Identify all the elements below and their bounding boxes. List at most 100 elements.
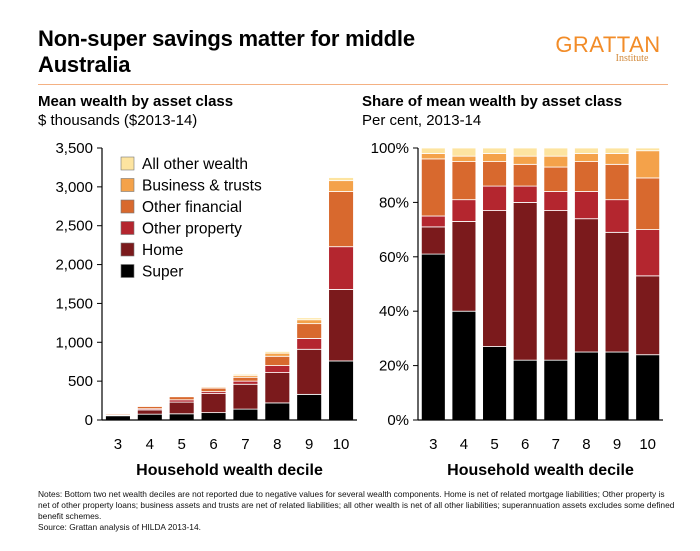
bar-all-other-wealth-decile-10	[635, 147, 661, 152]
bar-super-decile-9	[296, 393, 323, 421]
bar-super-decile-4	[451, 310, 477, 421]
bar-home-decile-3	[420, 226, 446, 255]
bar-home-decile-9	[296, 348, 323, 395]
bar-business-and-trusts-decile-4	[451, 155, 477, 162]
bar-super-decile-10	[328, 360, 354, 421]
bar-business-and-trusts-decile-9	[296, 319, 323, 325]
bar-business-and-trusts-decile-3	[420, 153, 446, 160]
bar-super-decile-3	[105, 415, 131, 421]
bar-other-property-decile-9	[604, 199, 630, 233]
bar-super-decile-10	[635, 354, 661, 421]
right-chart-subtitle: Per cent, 2013-14	[362, 112, 482, 129]
bar-other-property-decile-7	[543, 191, 569, 211]
left-chart-title: Mean wealth by asset class	[38, 93, 234, 110]
legend-swatch-other-property	[120, 221, 135, 235]
bar-super-decile-7	[543, 359, 569, 421]
bar-super-decile-8	[264, 402, 291, 421]
legend-label-home: Home	[142, 242, 183, 259]
y-tick-label: 1,500	[55, 295, 93, 312]
bar-super-decile-7	[232, 408, 259, 421]
legend-label-business-and-trusts: Business & trusts	[142, 178, 262, 195]
bar-other-property-decile-7	[232, 380, 259, 385]
bar-business-and-trusts-decile-9	[604, 153, 630, 165]
bar-other-financial-decile-7	[232, 376, 259, 382]
x-tick-label: 3	[429, 436, 437, 453]
bar-other-financial-decile-6	[200, 387, 227, 393]
x-tick-label: 6	[209, 436, 217, 453]
bar-all-other-wealth-decile-8	[264, 351, 291, 354]
bar-other-financial-decile-9	[604, 163, 630, 201]
legend-swatch-super	[120, 264, 135, 278]
y-tick-label: 2,000	[55, 257, 93, 274]
legend-label-all-other-wealth: All other wealth	[142, 156, 248, 173]
left-chart-subtitle: $ thousands ($2013-14)	[38, 112, 198, 129]
bar-home-decile-4	[451, 221, 477, 312]
bar-home-decile-5	[168, 401, 195, 415]
bar-other-property-decile-4	[451, 199, 477, 222]
bar-business-and-trusts-decile-8	[574, 153, 599, 163]
bar-other-financial-decile-5	[482, 161, 507, 187]
bar-super-decile-5	[482, 346, 507, 421]
x-tick-label: 9	[305, 436, 313, 453]
bar-all-other-wealth-decile-7	[543, 147, 569, 157]
legend-swatch-other-financial	[120, 199, 135, 214]
y-tick-label: 60%	[379, 249, 409, 266]
y-tick-label: 0%	[387, 412, 409, 429]
bar-all-other-wealth-decile-7	[232, 373, 259, 376]
bar-home-decile-7	[232, 383, 259, 410]
bar-business-and-trusts-decile-10	[328, 180, 354, 192]
bar-other-financial-decile-10	[328, 191, 354, 248]
x-tick-label: 10	[639, 436, 656, 453]
x-tick-label: 10	[333, 436, 350, 453]
page-title: Non-super savings matter for middle Aust…	[38, 26, 415, 77]
notes-block: Notes: Bottom two net wealth deciles are…	[38, 489, 678, 533]
bar-super-decile-6	[512, 359, 538, 421]
y-tick-label: 3,500	[55, 140, 93, 157]
mean-wealth-chart: 0 500 1,000 1,500 2,000 2,500 3,000 3,500 3 4 5 6 7 8…	[55, 140, 357, 479]
y-tick-label: 1,000	[55, 334, 93, 351]
bar-other-property-decile-8	[574, 191, 599, 220]
y-tick-label: 500	[68, 373, 93, 390]
logo-subtext: Institute	[615, 53, 649, 64]
bar-home-decile-6	[200, 393, 227, 414]
bar-other-financial-decile-7	[543, 166, 569, 192]
legend-label-other-property: Other property	[142, 221, 242, 238]
logo-wordmark: GRATTAN	[555, 32, 661, 57]
bar-home-decile-7	[543, 210, 569, 361]
x-tick-label: 3	[114, 436, 122, 453]
bar-home-decile-6	[512, 202, 538, 361]
bar-all-other-wealth-decile-10	[328, 177, 354, 182]
x-tick-label: 5	[178, 436, 186, 453]
bar-home-decile-10	[328, 289, 354, 362]
bar-other-property-decile-3	[420, 215, 446, 228]
y-tick-label: 0	[85, 412, 93, 429]
bar-other-financial-decile-8	[264, 355, 291, 367]
bar-home-decile-9	[604, 231, 630, 353]
notes-text: Notes: Bottom two net wealth deciles are…	[38, 489, 675, 521]
bar-other-financial-decile-9	[296, 323, 323, 339]
bar-business-and-trusts-decile-10	[635, 150, 661, 179]
source-text: Source: Grattan analysis of HILDA 2013-1…	[38, 522, 201, 532]
bar-home-decile-4	[136, 409, 163, 415]
y-tick-label: 40%	[379, 303, 409, 320]
bar-super-decile-3	[420, 253, 446, 421]
bar-other-financial-decile-5	[168, 396, 195, 401]
x-tick-label: 8	[582, 436, 590, 453]
bar-other-financial-decile-10	[635, 177, 661, 230]
x-axis-title: Household wealth decile	[136, 462, 323, 479]
y-tick-label: 20%	[379, 358, 409, 375]
bar-super-decile-9	[604, 351, 630, 421]
bar-super-decile-5	[168, 413, 195, 421]
bar-all-other-wealth-decile-6	[200, 385, 227, 388]
bar-business-and-trusts-decile-5	[482, 153, 507, 163]
bar-other-property-decile-6	[512, 185, 538, 203]
legend-swatch-home	[120, 242, 135, 257]
bar-business-and-trusts-decile-7	[543, 155, 569, 168]
header-divider	[38, 84, 668, 85]
x-tick-label: 4	[146, 436, 154, 453]
bar-all-other-wealth-decile-6	[512, 147, 538, 157]
bar-super-decile-8	[574, 351, 599, 421]
y-tick-label: 3,000	[55, 179, 93, 196]
legend-swatch-business-and-trusts	[120, 178, 135, 192]
grattan-logo: GRATTAN Institute	[548, 32, 668, 65]
